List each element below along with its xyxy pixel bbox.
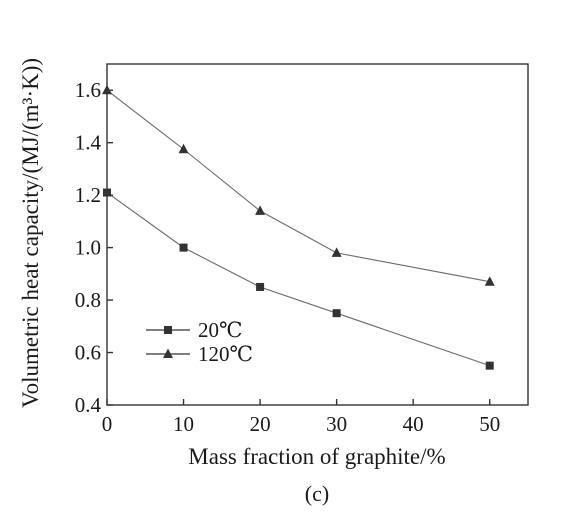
series-1	[103, 188, 494, 370]
y-tick-label: 1.6	[75, 78, 101, 102]
series-2	[102, 84, 495, 286]
x-tick-label: 40	[403, 412, 424, 436]
legend-marker	[163, 348, 173, 358]
series-layer	[102, 84, 495, 370]
data-point	[485, 361, 494, 370]
y-axis-ticks: 0.4 0.6 0.8 1.0 1.2 1.4 1.6	[75, 78, 113, 417]
y-tick-label: 0.8	[75, 288, 101, 312]
y-tick-label: 0.4	[75, 393, 102, 417]
x-tick-label: 50	[479, 412, 500, 436]
data-point	[484, 276, 495, 286]
data-point	[179, 243, 188, 252]
figure-caption: (c)	[305, 481, 329, 506]
x-tick-label: 0	[102, 412, 113, 436]
series-line	[106, 89, 490, 283]
x-tick-label: 20	[250, 412, 271, 436]
legend-label: 120℃	[198, 342, 253, 366]
x-tick-label: 30	[326, 412, 347, 436]
x-axis-ticks: 0 10 20 30 40 50	[102, 399, 500, 436]
data-point	[256, 282, 265, 291]
data-point	[331, 247, 342, 257]
data-point	[332, 309, 341, 318]
y-tick-label: 1.4	[75, 131, 102, 155]
data-point	[255, 205, 266, 215]
legend-label: 20℃	[198, 318, 243, 342]
y-tick-label: 1.0	[75, 236, 101, 260]
y-axis-title: Volumetric heat capacity/(MJ/(m³·K))	[18, 58, 43, 408]
y-tick-label: 0.6	[75, 341, 101, 365]
legend-marker	[164, 326, 172, 334]
data-point	[178, 143, 189, 154]
y-tick-label: 1.2	[75, 183, 101, 207]
legend-item: 20℃	[146, 318, 243, 342]
series-line	[106, 192, 490, 367]
x-tick-label: 10	[173, 412, 194, 436]
x-axis-title: Mass fraction of graphite/%	[188, 444, 445, 469]
plot-frame	[106, 63, 529, 406]
legend-item: 120℃	[146, 342, 253, 366]
